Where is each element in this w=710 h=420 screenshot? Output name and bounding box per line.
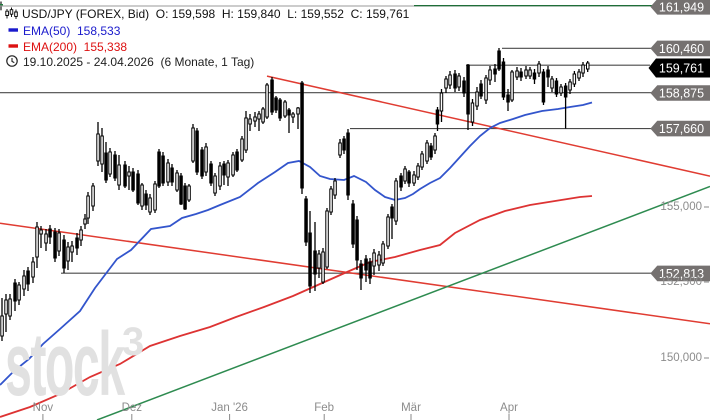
svg-text:158,875: 158,875	[659, 87, 704, 101]
svg-text:152,813: 152,813	[659, 267, 704, 281]
svg-text:159,761: 159,761	[659, 62, 704, 76]
svg-text:161,949: 161,949	[659, 0, 704, 14]
svg-text:157,660: 157,660	[659, 122, 704, 136]
svg-text:160,460: 160,460	[659, 42, 704, 56]
